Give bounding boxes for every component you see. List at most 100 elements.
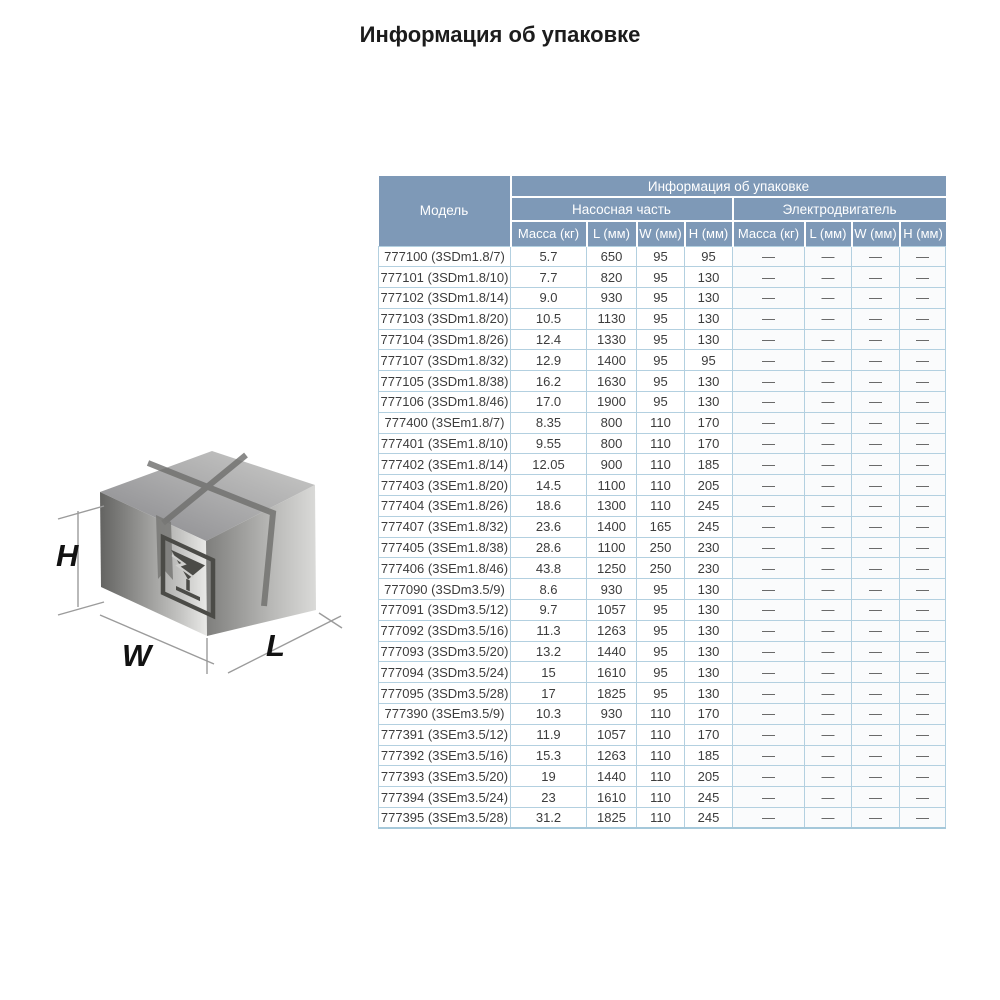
table-row: 777390 (3SEm3.5/9) 10.3 930 110 170— — — — — [378, 703, 947, 725]
cell-motor-value: — — [732, 557, 805, 580]
cell-motor-value: — — [804, 432, 852, 455]
cell-pump-value: 14.5 — [510, 474, 587, 497]
cell-pump-value: 16.2 — [510, 370, 587, 393]
col-header-pump-mass: Масса (кг) — [510, 220, 588, 246]
cell-pump-value: 130 — [684, 619, 733, 642]
cell-pump-value: 110 — [636, 765, 685, 788]
cell-motor-value: — — [851, 245, 900, 268]
cell-pump-value: 230 — [684, 536, 733, 559]
cell-pump-value: 11.3 — [510, 619, 587, 642]
col-header-pump-w: W (мм) — [635, 220, 686, 246]
cell-model: 777407 (3SEm1.8/32) — [378, 515, 511, 538]
cell-pump-value: 1440 — [586, 640, 637, 663]
cell-pump-value: 1400 — [586, 515, 637, 538]
cell-motor-value: — — [804, 765, 852, 788]
cell-pump-value: 170 — [684, 411, 733, 434]
cell-model: 777104 (3SDm1.8/26) — [378, 328, 511, 351]
cell-model: 777101 (3SDm1.8/10) — [378, 266, 511, 289]
cell-pump-value: 245 — [684, 515, 733, 538]
cell-pump-value: 170 — [684, 723, 733, 746]
cell-model: 777094 (3SDm3.5/24) — [378, 661, 511, 684]
cell-motor-value: — — [804, 599, 852, 621]
cell-pump-value: 12.4 — [510, 328, 587, 351]
cell-pump-value: 9.55 — [510, 432, 587, 455]
cell-motor-value: — — [898, 287, 947, 309]
cell-motor-value: — — [851, 287, 900, 309]
cell-pump-value: 18.6 — [510, 495, 587, 517]
cell-motor-value: — — [898, 349, 947, 372]
cell-model: 777093 (3SDm3.5/20) — [378, 640, 511, 663]
cell-model: 777091 (3SDm3.5/12) — [378, 599, 511, 621]
cell-motor-value: — — [732, 411, 805, 434]
cell-pump-value: 95 — [636, 328, 685, 351]
cell-pump-value: 205 — [684, 474, 733, 497]
cell-motor-value: — — [851, 411, 900, 434]
cell-motor-value: — — [804, 453, 852, 476]
height-label: H — [56, 538, 79, 573]
cell-motor-value: — — [851, 370, 900, 393]
cell-motor-value: — — [898, 765, 947, 788]
cell-motor-value: — — [898, 328, 947, 351]
cell-motor-value: — — [898, 453, 947, 476]
page-title: Информация об упаковке — [359, 22, 641, 47]
cell-model: 777393 (3SEm3.5/20) — [378, 765, 511, 788]
cell-motor-value: — — [732, 807, 805, 830]
cell-motor-value: — — [898, 432, 947, 455]
cell-motor-value: — — [732, 391, 805, 413]
cell-pump-value: 170 — [684, 432, 733, 455]
col-header-pump-group: Насосная часть — [510, 196, 734, 222]
cell-pump-value: 95 — [636, 578, 685, 601]
cell-motor-value: — — [898, 723, 947, 746]
cell-motor-value: — — [804, 703, 852, 725]
cell-pump-value: 930 — [586, 703, 637, 725]
cell-pump-value: 1263 — [586, 619, 637, 642]
cell-pump-value: 1057 — [586, 599, 637, 621]
cell-pump-value: 1610 — [586, 661, 637, 684]
cell-motor-value: — — [732, 432, 805, 455]
cell-pump-value: 95 — [636, 349, 685, 372]
cell-motor-value: — — [804, 349, 852, 372]
cell-motor-value: — — [898, 266, 947, 289]
width-label: W — [122, 638, 154, 673]
cell-motor-value: — — [851, 744, 900, 767]
table-row: 777092 (3SDm3.5/16) 11.3 1263 95 130— — — — — [378, 619, 947, 642]
cell-model: 777106 (3SDm1.8/46) — [378, 391, 511, 413]
cell-pump-value: 23 — [510, 786, 587, 809]
cell-model: 777400 (3SEm1.8/7) — [378, 411, 511, 434]
cell-model: 777100 (3SDm1.8/7) — [378, 245, 511, 268]
cell-pump-value: 130 — [684, 599, 733, 621]
cell-pump-value: 185 — [684, 453, 733, 476]
cell-motor-value: — — [732, 474, 805, 497]
cell-pump-value: 15 — [510, 661, 587, 684]
col-header-motor-h: H (мм) — [898, 220, 946, 246]
table-row: 777402 (3SEm1.8/14) 12.05 900 110 185— — — — — [378, 453, 947, 476]
cell-motor-value: — — [898, 411, 947, 434]
cell-pump-value: 8.35 — [510, 411, 587, 434]
cell-pump-value: 130 — [684, 370, 733, 393]
cell-motor-value: — — [898, 307, 947, 330]
package-box-illustration: H W L — [56, 451, 343, 674]
table-row: 777391 (3SEm3.5/12) 11.9 1057 110 170— — — — — [378, 723, 947, 746]
fragile-glass-icon — [160, 533, 216, 620]
cell-pump-value: 1130 — [586, 307, 637, 330]
cell-motor-value: — — [898, 557, 947, 580]
cell-pump-value: 130 — [684, 266, 733, 289]
table-row: 777403 (3SEm1.8/20) 14.5 1100 110 205— — — — — [378, 474, 947, 497]
cell-pump-value: 1900 — [586, 391, 637, 413]
cell-model: 777105 (3SDm1.8/38) — [378, 370, 511, 393]
cell-pump-value: 95 — [636, 370, 685, 393]
cell-pump-value: 130 — [684, 328, 733, 351]
cell-pump-value: 43.8 — [510, 557, 587, 580]
cell-pump-value: 130 — [684, 578, 733, 601]
cell-pump-value: 1330 — [586, 328, 637, 351]
cell-motor-value: — — [732, 515, 805, 538]
cell-motor-value: — — [804, 391, 852, 413]
cell-pump-value: 19 — [510, 765, 587, 788]
cell-pump-value: 165 — [636, 515, 685, 538]
cell-model: 777406 (3SEm1.8/46) — [378, 557, 511, 580]
cell-motor-value: — — [898, 370, 947, 393]
cell-motor-value: — — [851, 391, 900, 413]
cell-pump-value: 12.9 — [510, 349, 587, 372]
col-header-packaging-group: Информация об упаковке — [509, 176, 946, 198]
table-row: 777405 (3SEm1.8/38) 28.6 1100 250 230— — — — — [378, 536, 947, 559]
